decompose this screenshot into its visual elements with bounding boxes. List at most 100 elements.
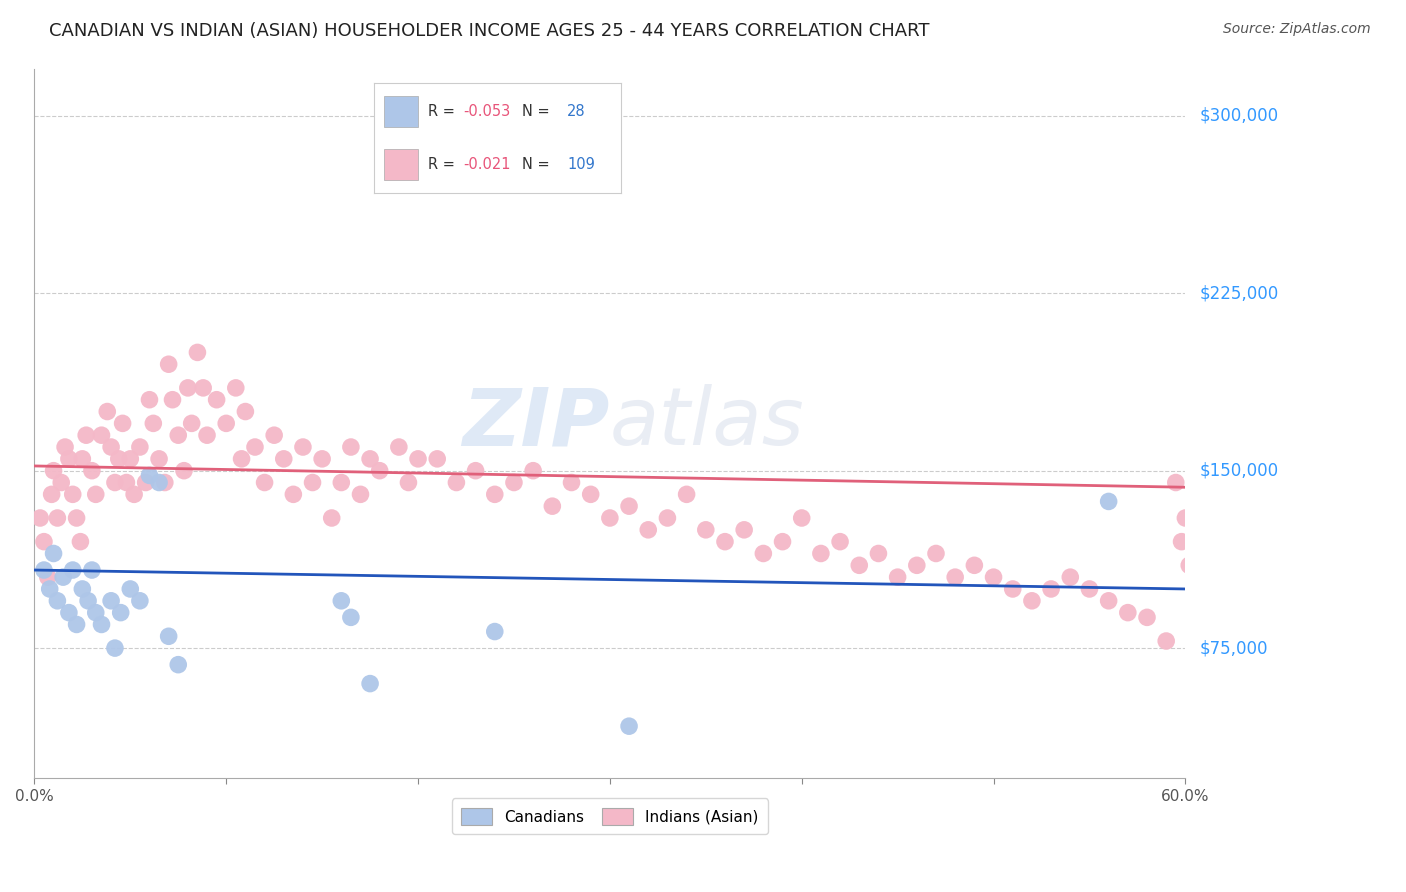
Point	[637, 523, 659, 537]
Point	[72, 451, 94, 466]
Point	[90, 617, 112, 632]
Point	[714, 534, 737, 549]
Point	[30, 511, 52, 525]
Point	[1178, 558, 1201, 573]
Point	[983, 570, 1005, 584]
Point	[42, 546, 65, 560]
Point	[225, 381, 247, 395]
Point	[65, 511, 87, 525]
Point	[1059, 570, 1081, 584]
Point	[53, 440, 76, 454]
Point	[675, 487, 697, 501]
Point	[167, 428, 190, 442]
Point	[503, 475, 526, 490]
Point	[1184, 570, 1206, 584]
Point	[111, 417, 134, 431]
Point	[398, 475, 420, 490]
Point	[868, 546, 890, 560]
Point	[1040, 582, 1063, 596]
Point	[406, 451, 429, 466]
Point	[273, 451, 295, 466]
Point	[657, 511, 679, 525]
Point	[484, 487, 506, 501]
Point	[321, 511, 343, 525]
Text: Source: ZipAtlas.com: Source: ZipAtlas.com	[1223, 22, 1371, 37]
Text: CANADIAN VS INDIAN (ASIAN) HOUSEHOLDER INCOME AGES 25 - 44 YEARS CORRELATION CHA: CANADIAN VS INDIAN (ASIAN) HOUSEHOLDER I…	[49, 22, 929, 40]
Point	[848, 558, 870, 573]
Point	[522, 464, 544, 478]
Point	[142, 417, 165, 431]
Point	[42, 464, 65, 478]
Point	[283, 487, 305, 501]
Point	[84, 606, 107, 620]
Point	[291, 440, 314, 454]
Point	[138, 468, 160, 483]
Point	[148, 451, 170, 466]
Point	[905, 558, 928, 573]
Point	[446, 475, 468, 490]
Point	[1078, 582, 1101, 596]
Point	[886, 570, 908, 584]
Point	[1189, 657, 1212, 672]
Point	[617, 499, 640, 513]
Point	[173, 464, 195, 478]
Text: $300,000: $300,000	[1199, 107, 1278, 125]
Point	[752, 546, 775, 560]
Point	[186, 345, 208, 359]
Text: $150,000: $150,000	[1199, 462, 1278, 480]
Point	[96, 404, 118, 418]
Point	[80, 464, 103, 478]
Point	[80, 563, 103, 577]
Point	[135, 475, 157, 490]
Point	[62, 563, 84, 577]
Point	[340, 440, 363, 454]
Point	[330, 475, 353, 490]
Point	[46, 594, 69, 608]
Point	[193, 381, 215, 395]
Point	[263, 428, 285, 442]
Point	[157, 357, 180, 371]
Point	[77, 594, 100, 608]
Point	[69, 534, 91, 549]
Point	[100, 440, 122, 454]
Text: ZIP: ZIP	[463, 384, 610, 462]
Point	[148, 475, 170, 490]
Legend: Canadians, Indians (Asian): Canadians, Indians (Asian)	[453, 798, 768, 834]
Text: $75,000: $75,000	[1199, 639, 1268, 657]
Point	[963, 558, 986, 573]
Point	[790, 511, 813, 525]
Point	[153, 475, 176, 490]
Point	[828, 534, 851, 549]
Text: atlas: atlas	[610, 384, 804, 462]
Point	[32, 534, 55, 549]
Point	[1001, 582, 1024, 596]
Point	[301, 475, 323, 490]
Point	[359, 451, 381, 466]
Point	[120, 451, 142, 466]
Point	[58, 451, 80, 466]
Point	[90, 428, 112, 442]
Point	[58, 606, 80, 620]
Point	[195, 428, 218, 442]
Point	[943, 570, 966, 584]
Point	[100, 594, 122, 608]
Point	[51, 475, 73, 490]
Point	[65, 617, 87, 632]
Point	[695, 523, 717, 537]
Point	[41, 487, 63, 501]
Text: $225,000: $225,000	[1199, 285, 1278, 302]
Point	[330, 594, 353, 608]
Point	[157, 629, 180, 643]
Point	[368, 464, 391, 478]
Point	[484, 624, 506, 639]
Point	[1098, 494, 1121, 508]
Point	[1154, 634, 1177, 648]
Point	[38, 582, 60, 596]
Point	[359, 676, 381, 690]
Point	[1164, 475, 1187, 490]
Point	[46, 511, 69, 525]
Point	[1174, 511, 1197, 525]
Point	[426, 451, 449, 466]
Point	[84, 487, 107, 501]
Point	[110, 606, 132, 620]
